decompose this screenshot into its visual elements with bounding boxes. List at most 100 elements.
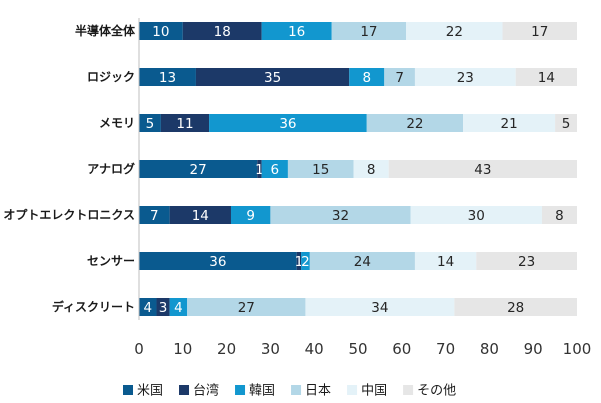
x-axis-tick-labels: 0 10 20 30 40 50 60 70 80 90 100 <box>134 340 591 358</box>
bar-value-label: 17 <box>531 24 548 40</box>
bar-segment <box>182 22 262 40</box>
x-tick-label: 20 <box>217 340 236 358</box>
category-label: センサー <box>87 254 135 268</box>
x-tick-label: 50 <box>348 340 367 358</box>
bar-value-label: 17 <box>360 24 377 40</box>
bar-segment <box>261 22 332 40</box>
bar-value-label: 23 <box>518 254 535 270</box>
bar-value-label: 10 <box>152 24 169 40</box>
bar-segment <box>353 160 389 178</box>
bar-value-label: 9 <box>246 208 255 224</box>
bar-segment <box>384 68 415 86</box>
bar-segment <box>160 114 210 132</box>
bar-segment <box>309 252 415 270</box>
bar-value-label: 4 <box>174 300 183 316</box>
bar-value-label: 36 <box>209 254 226 270</box>
bar-segment <box>139 22 183 40</box>
bar-value-label: 1 <box>255 162 264 178</box>
legend-label: その他 <box>417 384 456 399</box>
bar-segment <box>230 206 271 224</box>
bar-value-label: 23 <box>457 70 474 86</box>
legend-swatch <box>291 385 302 395</box>
x-tick-label: 80 <box>480 340 499 358</box>
category-label: ロジック <box>87 70 135 84</box>
bar-value-label: 15 <box>312 162 329 178</box>
bar-segment <box>261 160 288 178</box>
x-tick-label: 0 <box>134 340 144 358</box>
bar-value-label: 14 <box>437 254 454 270</box>
bar-segment <box>463 114 556 132</box>
bar-segment <box>195 68 350 86</box>
legend-swatch <box>347 385 358 395</box>
legend-label: 中国 <box>361 384 387 399</box>
bar-value-label: 8 <box>362 70 371 86</box>
bar-segment <box>301 252 310 270</box>
bar-segment <box>139 206 170 224</box>
legend-swatch <box>235 385 246 395</box>
bar-segment <box>410 206 542 224</box>
bar-value-label: 5 <box>146 116 155 132</box>
bar-value-label: 30 <box>468 208 485 224</box>
bar-value-label: 32 <box>332 208 349 224</box>
bar-segment <box>388 160 577 178</box>
bar-value-label: 3 <box>159 300 168 316</box>
bar-segment <box>476 252 577 270</box>
bar-value-label: 16 <box>288 24 305 40</box>
legend-label: 韓国 <box>249 384 275 399</box>
bar-value-label: 14 <box>192 208 209 224</box>
bar-segment <box>349 68 385 86</box>
bar-value-label: 8 <box>555 208 564 224</box>
x-tick-label: 90 <box>524 340 543 358</box>
bar-value-label: 18 <box>214 24 231 40</box>
bar-value-label: 14 <box>538 70 555 86</box>
bar-segment <box>156 298 170 316</box>
bar-segment <box>139 114 161 132</box>
bar-segment <box>209 114 367 132</box>
bar-value-label: 34 <box>371 300 388 316</box>
bar-segment <box>139 252 297 270</box>
bar-segment <box>270 206 411 224</box>
x-tick-label: 40 <box>305 340 324 358</box>
bar-segment <box>169 206 231 224</box>
bar-value-label: 1 <box>295 254 304 270</box>
bar-segment <box>305 298 455 316</box>
bar-value-label: 22 <box>446 24 463 40</box>
bar-segment <box>287 160 354 178</box>
bar-value-label: 7 <box>395 70 404 86</box>
bar-value-label: 13 <box>159 70 176 86</box>
category-label: 半導体全体 <box>75 23 136 38</box>
bar-value-label: 11 <box>176 116 193 132</box>
legend-label: 米国 <box>137 384 163 399</box>
legend: 米国 台湾 韓国 日本 中国 その他 <box>123 383 456 399</box>
legend-swatch <box>403 385 414 395</box>
category-label: ディスクリート <box>52 299 135 314</box>
x-tick-label: 100 <box>563 340 592 358</box>
bar-value-label: 2 <box>301 254 310 270</box>
legend-label: 台湾 <box>193 383 219 399</box>
bar-value-label: 4 <box>143 300 152 316</box>
legend-swatch <box>123 385 133 395</box>
bar-value-label: 24 <box>354 254 371 270</box>
bar-value-label: 43 <box>474 162 491 178</box>
bar-value-label: 22 <box>406 116 423 132</box>
bar-value-label: 21 <box>501 116 518 132</box>
x-tick-label: 10 <box>173 340 192 358</box>
bar-value-label: 36 <box>279 116 296 132</box>
x-tick-label: 60 <box>392 340 411 358</box>
bar-segment <box>414 252 477 270</box>
x-tick-label: 30 <box>261 340 280 358</box>
bar-segment <box>541 206 577 224</box>
bar-value-label: 27 <box>238 300 255 316</box>
x-tick-label: 70 <box>436 340 455 358</box>
bar-segment <box>366 114 464 132</box>
bar-segment <box>257 160 262 178</box>
bar-value-label: 28 <box>507 300 524 316</box>
bar-segment <box>515 68 577 86</box>
legend-swatch <box>179 385 190 395</box>
category-label: アナログ <box>87 161 135 176</box>
bar-segment <box>502 22 577 40</box>
category-label: オプトエレクトロニクス <box>3 207 135 222</box>
